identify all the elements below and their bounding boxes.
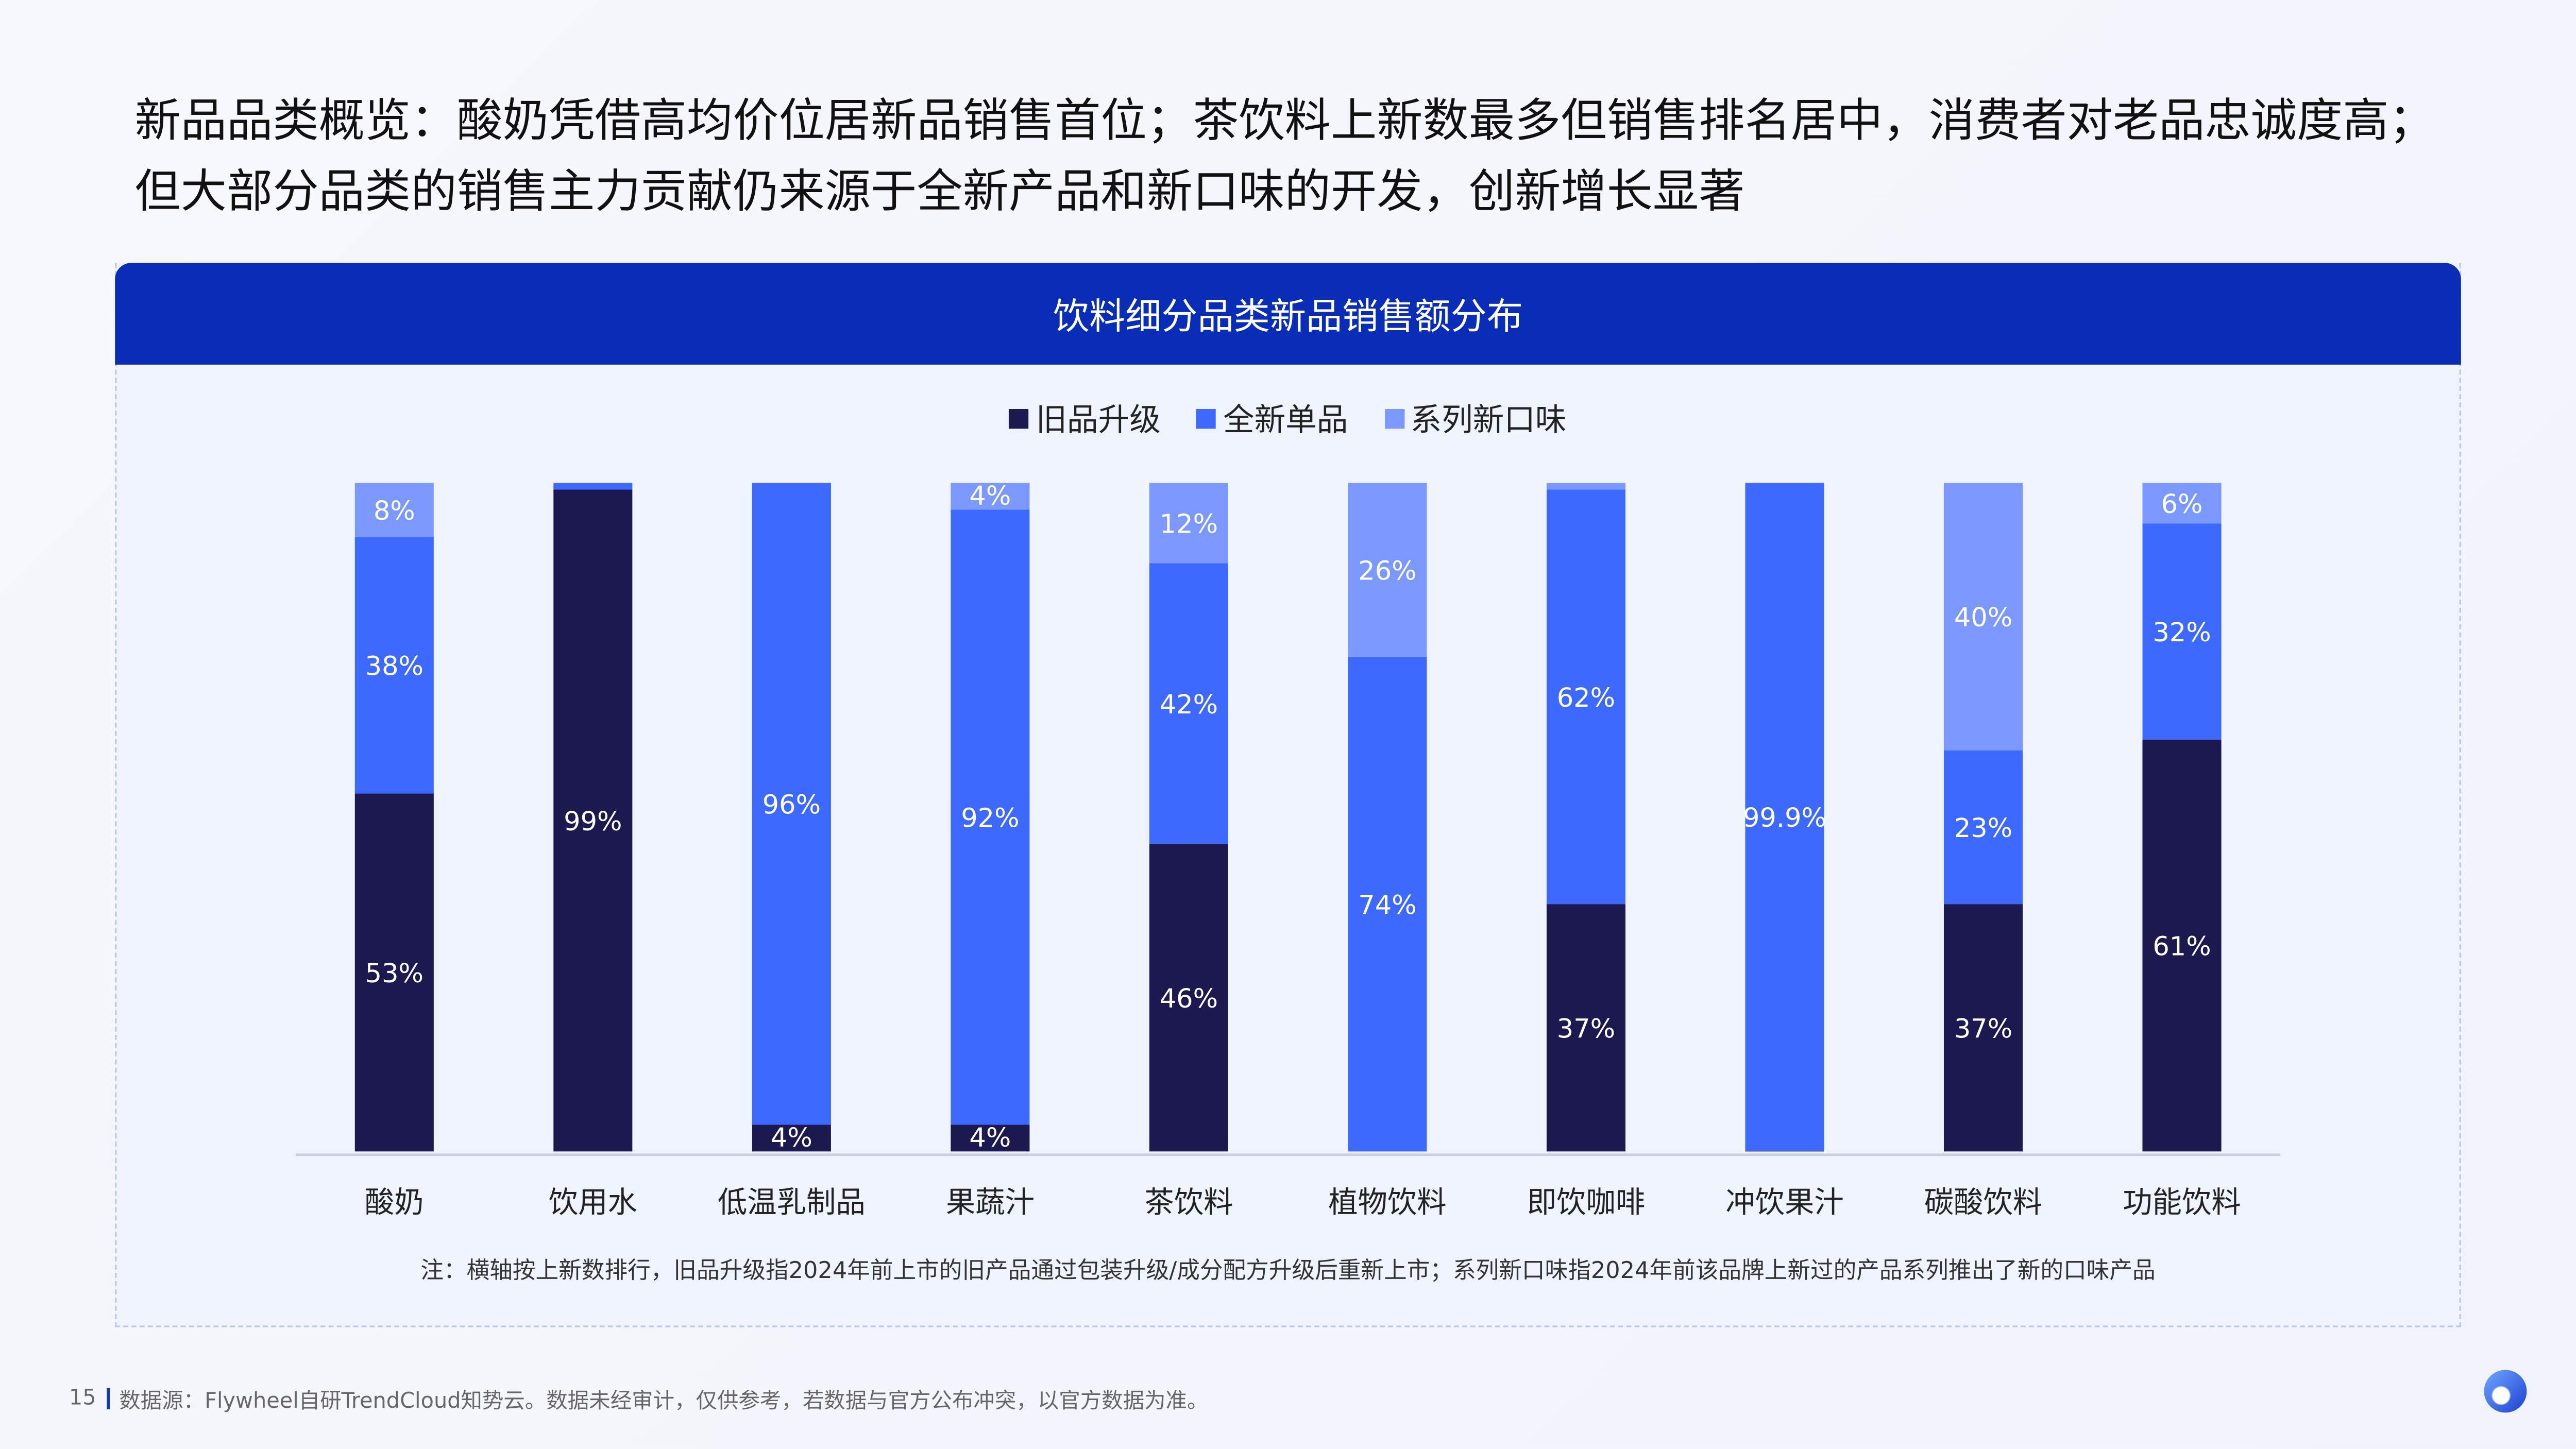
data-label: 38%	[365, 652, 423, 682]
data-label: 99%	[564, 807, 622, 837]
category-label: 饮用水	[549, 1185, 637, 1219]
chart-title: 饮料细分品类新品销售额分布	[115, 263, 2461, 365]
flywheel-logo-icon	[2484, 1370, 2527, 1413]
bar-segment	[1348, 483, 1427, 657]
category-label: 酸奶	[365, 1185, 424, 1219]
legend: 旧品升级 全新单品 系列新口味	[0, 396, 2576, 440]
bar-segment	[553, 483, 633, 490]
bar-segment	[2142, 483, 2222, 524]
data-label: 4%	[771, 1123, 812, 1153]
page-title: 新品品类概览：酸奶凭借高均价位居新品销售首位；茶饮料上新数最多但销售排名居中，消…	[134, 93, 2435, 219]
data-label: 92%	[961, 804, 1019, 834]
bar-segment	[2142, 523, 2222, 740]
category-label: 植物饮料	[1328, 1185, 1447, 1219]
bar-segment	[1546, 489, 1625, 905]
category-label: 低温乳制品	[718, 1185, 866, 1219]
data-label: 74%	[1358, 890, 1416, 920]
bar-segment	[1745, 483, 1824, 1151]
bar-segment	[752, 483, 831, 1125]
data-label: 4%	[969, 1123, 1011, 1153]
chart-card	[115, 263, 2461, 1327]
category-label: 碳酸饮料	[1924, 1185, 2043, 1219]
chart-note: 注：横轴按上新数排行，旧品升级指2024年前上市的旧产品通过包装升级/成分配方升…	[420, 1258, 2156, 1285]
bar-segment	[354, 537, 434, 794]
category-label: 即饮咖啡	[1527, 1185, 1646, 1219]
data-label: 40%	[1954, 603, 2012, 633]
source-text: 数据源：Flywheel自研TrendCloud知势云。数据未经审计，仅供参考，…	[119, 1389, 1209, 1414]
legend-label: 旧品升级	[1036, 402, 1161, 439]
bar-segment	[951, 509, 1030, 1125]
bar-segment	[1348, 656, 1427, 1152]
divider	[106, 1388, 110, 1409]
data-label: 99.9%	[1743, 803, 1826, 833]
data-label: 4%	[969, 481, 1011, 512]
data-label: 26%	[1358, 556, 1416, 586]
bar-segment	[951, 483, 1030, 510]
data-label: 62%	[1557, 683, 1615, 713]
category-label: 茶饮料	[1144, 1185, 1233, 1219]
category-label: 冲饮果汁	[1725, 1185, 1844, 1219]
bar-segment	[1943, 483, 2023, 751]
data-label: 96%	[762, 790, 821, 821]
legend-item-old-upgrade: 旧品升级	[1009, 396, 1161, 440]
bar-segment	[354, 483, 434, 537]
bar-segment	[1943, 904, 2023, 1152]
legend-label: 系列新口味	[1410, 402, 1567, 439]
page-number: 15	[69, 1386, 96, 1411]
data-label: 6%	[2161, 489, 2203, 520]
bar-segment	[553, 489, 633, 1152]
legend-item-new-flavor: 系列新口味	[1384, 396, 1567, 440]
data-label: 8%	[374, 496, 415, 526]
bar-segment	[1149, 483, 1228, 564]
category-label: 果蔬汁	[946, 1185, 1035, 1219]
data-label: 42%	[1160, 690, 1218, 720]
data-label: 12%	[1160, 509, 1218, 540]
legend-label: 全新单品	[1223, 402, 1348, 439]
data-label: 37%	[1557, 1014, 1615, 1044]
bar-segment	[752, 1124, 831, 1152]
footer: 15 数据源：Flywheel自研TrendCloud知势云。数据未经审计，仅供…	[69, 1383, 1209, 1414]
legend-item-brand-new: 全新单品	[1196, 396, 1348, 440]
bar-segment	[2142, 739, 2222, 1152]
bar-segment	[1943, 750, 2023, 905]
data-label: 23%	[1954, 813, 2012, 844]
bar-segment	[1546, 483, 1625, 490]
bar-segment	[1149, 844, 1228, 1152]
bar-segment	[1546, 904, 1625, 1152]
category-label: 功能饮料	[2123, 1185, 2241, 1219]
data-label: 46%	[1160, 984, 1218, 1014]
data-label: 53%	[365, 959, 423, 989]
data-label: 37%	[1954, 1014, 2012, 1044]
data-label: 61%	[2153, 932, 2211, 962]
data-label: 32%	[2153, 618, 2211, 648]
bar-segment	[1149, 563, 1228, 844]
bar-segment	[354, 793, 434, 1152]
bar-segment	[951, 1124, 1030, 1152]
